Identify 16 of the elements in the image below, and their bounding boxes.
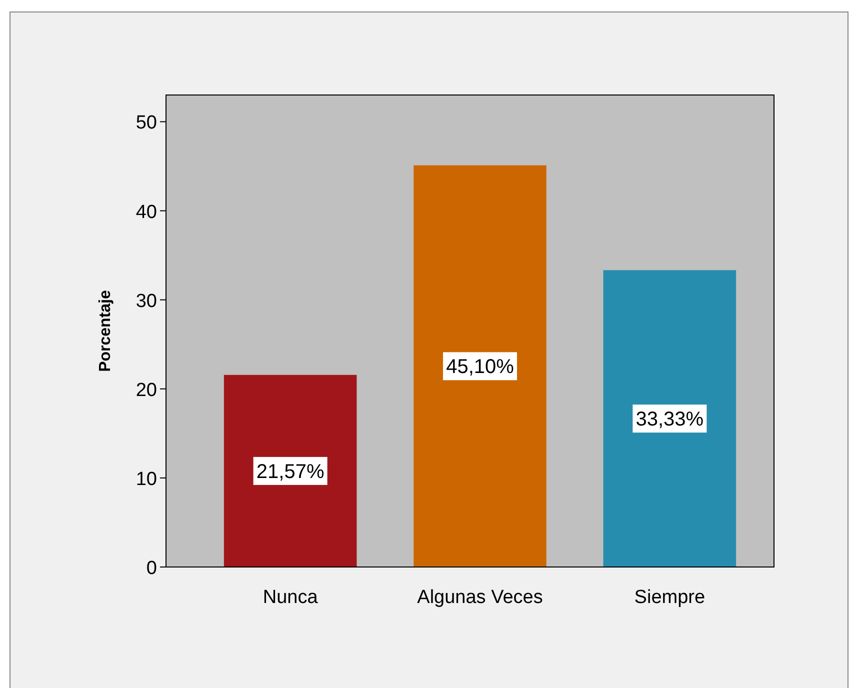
y-tick-label: 40 <box>136 202 157 223</box>
bar <box>603 270 736 567</box>
bar <box>414 165 546 567</box>
y-tick-label: 20 <box>136 380 157 401</box>
y-axis-title: Porcentaje <box>97 290 114 372</box>
y-tick-label: 30 <box>136 290 157 312</box>
data-label: 33,33% <box>636 408 704 431</box>
x-tick-label: Siempre <box>634 587 706 608</box>
data-label: 45,10% <box>446 356 514 378</box>
x-tick-label: Nunca <box>262 587 318 608</box>
y-tick-label: 10 <box>136 468 157 490</box>
x-tick-label: Algunas Veces <box>417 587 543 608</box>
data-label: 21,57% <box>256 460 324 483</box>
y-tick-label: 0 <box>146 558 157 579</box>
y-tick-label: 50 <box>136 112 157 134</box>
bar <box>224 374 357 567</box>
